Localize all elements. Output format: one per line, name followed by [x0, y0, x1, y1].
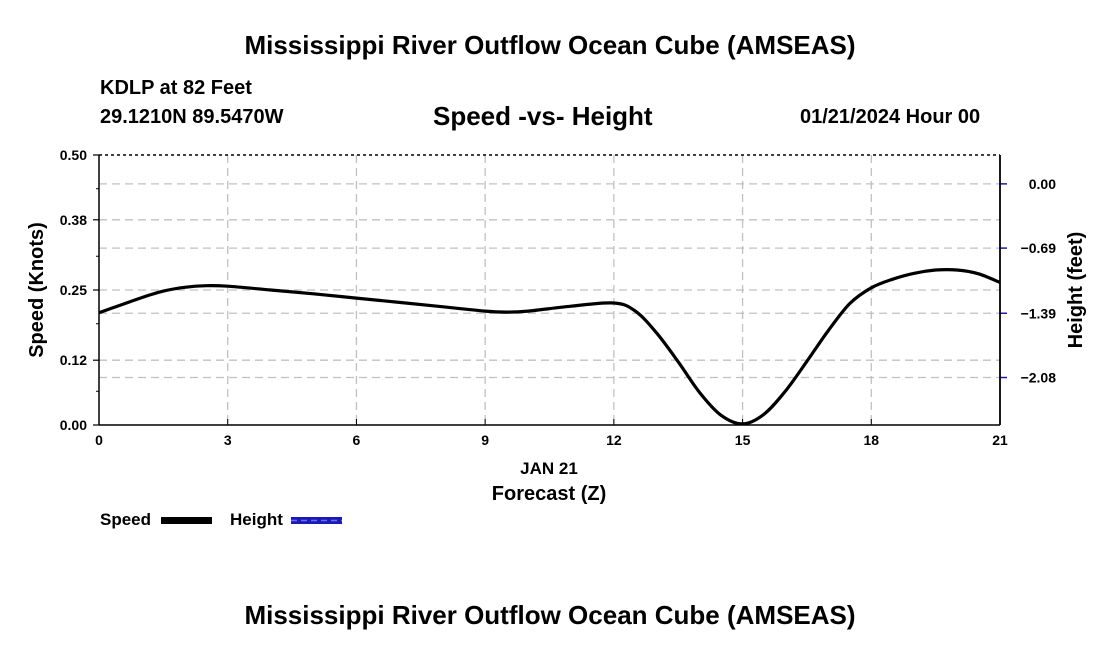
- x-axis-label: Forecast (Z): [492, 483, 606, 505]
- axes: [93, 154, 1007, 426]
- x-tick-label: 0: [95, 432, 103, 448]
- tick-labels: 0 3 6 9 12 15 18 21 0.00 0.12 0.25 0.38 0.50 0.00 −0.6…: [60, 147, 1056, 448]
- station-coords: 29.1210N 89.5470W: [100, 106, 284, 128]
- legend-label-speed: Speed: [100, 510, 151, 529]
- page-title: Mississippi River Outflow Ocean Cube (AM…: [244, 30, 856, 60]
- y2-tick-label: −1.39: [1021, 305, 1057, 321]
- y2-axis-label: Height (feet): [1065, 232, 1087, 349]
- x-tick-label: 15: [735, 432, 751, 448]
- y-tick-label: 0.00: [60, 417, 87, 433]
- y-tick-label: 0.12: [60, 352, 87, 368]
- x-tick-label: 12: [606, 432, 622, 448]
- legend-label-height: Height: [230, 510, 283, 529]
- x-axis-date-label: JAN 21: [520, 459, 578, 478]
- x-tick-label: 18: [863, 432, 879, 448]
- grid-lines: [99, 155, 1000, 425]
- chart-title: Speed -vs- Height: [433, 101, 653, 131]
- x-tick-label: 9: [481, 432, 489, 448]
- speed-line: [98, 267, 1001, 426]
- legend-swatch-speed: [161, 517, 212, 524]
- y-tick-label: 0.50: [60, 147, 87, 163]
- y-tick-label: 0.38: [60, 212, 87, 228]
- station-name: KDLP at 82 Feet: [100, 77, 252, 99]
- y-axis-label: Speed (Knots): [26, 222, 48, 358]
- y2-tick-label: 0.00: [1029, 176, 1056, 192]
- footer-title: Mississippi River Outflow Ocean Cube (AM…: [244, 600, 856, 630]
- x-tick-label: 6: [353, 432, 361, 448]
- forecast-date: 01/21/2024 Hour 00: [800, 106, 981, 128]
- y-tick-label: 0.25: [60, 282, 87, 298]
- series-layer: [98, 267, 1001, 426]
- y2-tick-label: −2.08: [1021, 370, 1057, 386]
- y2-tick-label: −0.69: [1021, 240, 1057, 256]
- x-tick-label: 3: [224, 432, 232, 448]
- x-tick-label: 21: [992, 432, 1008, 448]
